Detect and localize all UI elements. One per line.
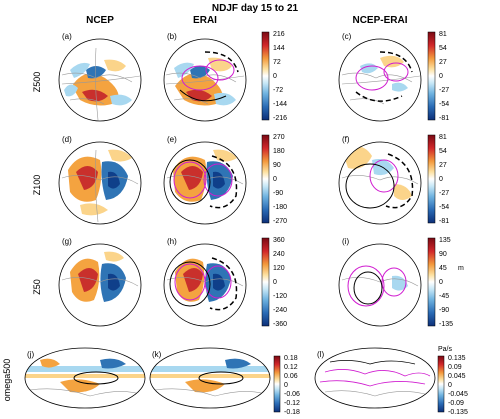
colorbar-z100-diff-tick: -81 bbox=[439, 218, 449, 225]
panel-label-b: (b) bbox=[167, 32, 177, 41]
colorbar-z100: 270 180 90 0 -90 -180 -270 bbox=[261, 134, 287, 225]
panel-label-c: (c) bbox=[342, 32, 352, 41]
colorbar-omega-diff-tick: 0.135 bbox=[448, 355, 466, 362]
colorbar-z50-tick: -120 bbox=[273, 293, 287, 300]
colorbar-z100-diff-tick: -27 bbox=[439, 190, 449, 197]
row-label-z50: Z50 bbox=[32, 279, 42, 295]
colorbar-z500-diff-tick: -54 bbox=[439, 101, 449, 108]
panel-label-l: (l) bbox=[317, 350, 324, 359]
colorbar-z100-tick: 180 bbox=[273, 148, 285, 155]
colorbar-z500-diff-tick: -27 bbox=[439, 87, 449, 94]
panel-label-k: (k) bbox=[152, 350, 162, 359]
colorbar-z50-diff-tick: 45 bbox=[439, 265, 447, 272]
colorbar-z500-diff: 81 54 27 0 -27 -54 -81 bbox=[427, 31, 449, 122]
colorbar-omega-diff-tick: -0.135 bbox=[448, 409, 468, 416]
colorbar-z500-tick: 216 bbox=[273, 31, 285, 38]
colorbar-z50-tick: 360 bbox=[273, 237, 285, 244]
colorbar-omega-diff: Pa/s 0.135 0.09 0.045 0 -0.045 -0.09 -0.… bbox=[437, 346, 468, 416]
colorbar-omega-tick: 0 bbox=[284, 382, 288, 389]
panel-c-map bbox=[338, 38, 422, 122]
colorbar-z50-diff-tick: 90 bbox=[439, 251, 447, 258]
panel-a-map bbox=[58, 38, 142, 122]
colorbar-z100-diff-tick: -54 bbox=[439, 204, 449, 211]
colorbar-omega: 0.18 0.12 0.06 0 -0.06 -0.12 -0.18 bbox=[273, 355, 300, 416]
panel-e-map bbox=[163, 141, 247, 225]
colorbar-z50-diff-unit: m bbox=[458, 265, 464, 272]
colorbar-omega-tick: 0.18 bbox=[284, 355, 298, 362]
colorbar-z500: 216 144 72 0 -72 -144 -216 bbox=[261, 31, 287, 122]
colorbar-omega-diff-tick: -0.09 bbox=[448, 400, 464, 407]
row-label-z100: Z100 bbox=[32, 175, 42, 196]
column-title-ncep: NCEP bbox=[86, 15, 114, 26]
colorbar-z50-diff: 135 90 45 0 -45 -90 -135 m bbox=[427, 237, 464, 328]
colorbar-omega-diff-tick: -0.045 bbox=[448, 391, 468, 398]
colorbar-z100-tick: -270 bbox=[273, 218, 287, 225]
figure-title: NDJF day 15 to 21 bbox=[212, 3, 299, 14]
colorbar-omega-diff-tick: 0.09 bbox=[448, 364, 462, 371]
panel-label-g: (g) bbox=[62, 237, 72, 246]
panel-g-map bbox=[58, 243, 142, 327]
panel-label-e: (e) bbox=[167, 135, 177, 144]
column-title-diff: NCEP-ERAI bbox=[352, 15, 407, 26]
colorbar-z500-tick: 144 bbox=[273, 45, 285, 52]
colorbar-z50-tick: 0 bbox=[273, 279, 277, 286]
panel-label-h: (h) bbox=[167, 237, 177, 246]
colorbar-z500-diff-tick: 27 bbox=[439, 59, 447, 66]
panel-j-map bbox=[24, 347, 146, 409]
colorbar-z100-tick: 270 bbox=[273, 134, 285, 141]
colorbar-z500-tick: -72 bbox=[273, 87, 283, 94]
colorbar-z500-diff-tick: 54 bbox=[439, 45, 447, 52]
colorbar-omega-tick: -0.18 bbox=[284, 409, 300, 416]
colorbar-z500-diff-tick: -81 bbox=[439, 115, 449, 122]
colorbar-z100-diff: 81 54 27 0 -27 -54 -81 bbox=[427, 134, 449, 225]
colorbar-z50-diff-tick: 0 bbox=[439, 279, 443, 286]
colorbar-z50-diff-tick: -135 bbox=[439, 321, 453, 328]
colorbar-z50-tick: -240 bbox=[273, 307, 287, 314]
colorbar-z100-tick: 0 bbox=[273, 176, 277, 183]
panel-l-map bbox=[314, 347, 436, 409]
panel-d-map bbox=[58, 141, 142, 225]
colorbar-z100-tick: -180 bbox=[273, 204, 287, 211]
colorbar-z50-tick: 120 bbox=[273, 265, 285, 272]
colorbar-z500-diff-tick: 81 bbox=[439, 31, 447, 38]
panel-label-f: (f) bbox=[342, 135, 350, 144]
colorbar-z500-diff-tick: 0 bbox=[439, 73, 443, 80]
colorbar-omega-diff-unit: Pa/s bbox=[438, 346, 453, 353]
row-label-omega500: omega500 bbox=[2, 359, 12, 402]
colorbar-omega-diff-tick: 0 bbox=[448, 382, 452, 389]
colorbar-z500-tick: 72 bbox=[273, 59, 281, 66]
colorbar-z100-diff-tick: 0 bbox=[439, 176, 443, 183]
panel-k-map bbox=[149, 347, 271, 409]
row-label-z500: Z500 bbox=[32, 72, 42, 93]
colorbar-z50-diff-tick: 135 bbox=[439, 237, 451, 244]
colorbar-z50: 360 240 120 0 -120 -240 -360 bbox=[261, 237, 287, 328]
colorbar-z50-diff-tick: -45 bbox=[439, 293, 449, 300]
colorbar-omega-tick: -0.12 bbox=[284, 400, 300, 407]
panel-label-i: (i) bbox=[342, 237, 349, 246]
panel-f-map bbox=[338, 141, 422, 225]
colorbar-z500-tick: -216 bbox=[273, 115, 287, 122]
colorbar-z500-tick: 0 bbox=[273, 73, 277, 80]
colorbar-z100-diff-tick: 54 bbox=[439, 148, 447, 155]
panel-label-a: (a) bbox=[62, 32, 72, 41]
colorbar-omega-diff-tick: 0.045 bbox=[448, 373, 466, 380]
colorbar-z100-tick: 90 bbox=[273, 162, 281, 169]
colorbar-omega-tick: 0.06 bbox=[284, 373, 298, 380]
panel-i-map bbox=[338, 243, 422, 327]
colorbar-z50-tick: 240 bbox=[273, 251, 285, 258]
colorbar-z50-diff-tick: -90 bbox=[439, 307, 449, 314]
colorbar-z500-tick: -144 bbox=[273, 101, 287, 108]
colorbar-z50-tick: -360 bbox=[273, 321, 287, 328]
panel-b-map bbox=[163, 38, 247, 122]
colorbar-omega-tick: 0.12 bbox=[284, 364, 298, 371]
panel-label-d: (d) bbox=[62, 135, 72, 144]
panel-h-map bbox=[163, 243, 247, 327]
panel-label-j: (j) bbox=[27, 350, 34, 359]
column-title-erai: ERAI bbox=[193, 15, 217, 26]
colorbar-omega-tick: -0.06 bbox=[284, 391, 300, 398]
colorbar-z100-tick: -90 bbox=[273, 190, 283, 197]
colorbar-z100-diff-tick: 27 bbox=[439, 162, 447, 169]
colorbar-z100-diff-tick: 81 bbox=[439, 134, 447, 141]
